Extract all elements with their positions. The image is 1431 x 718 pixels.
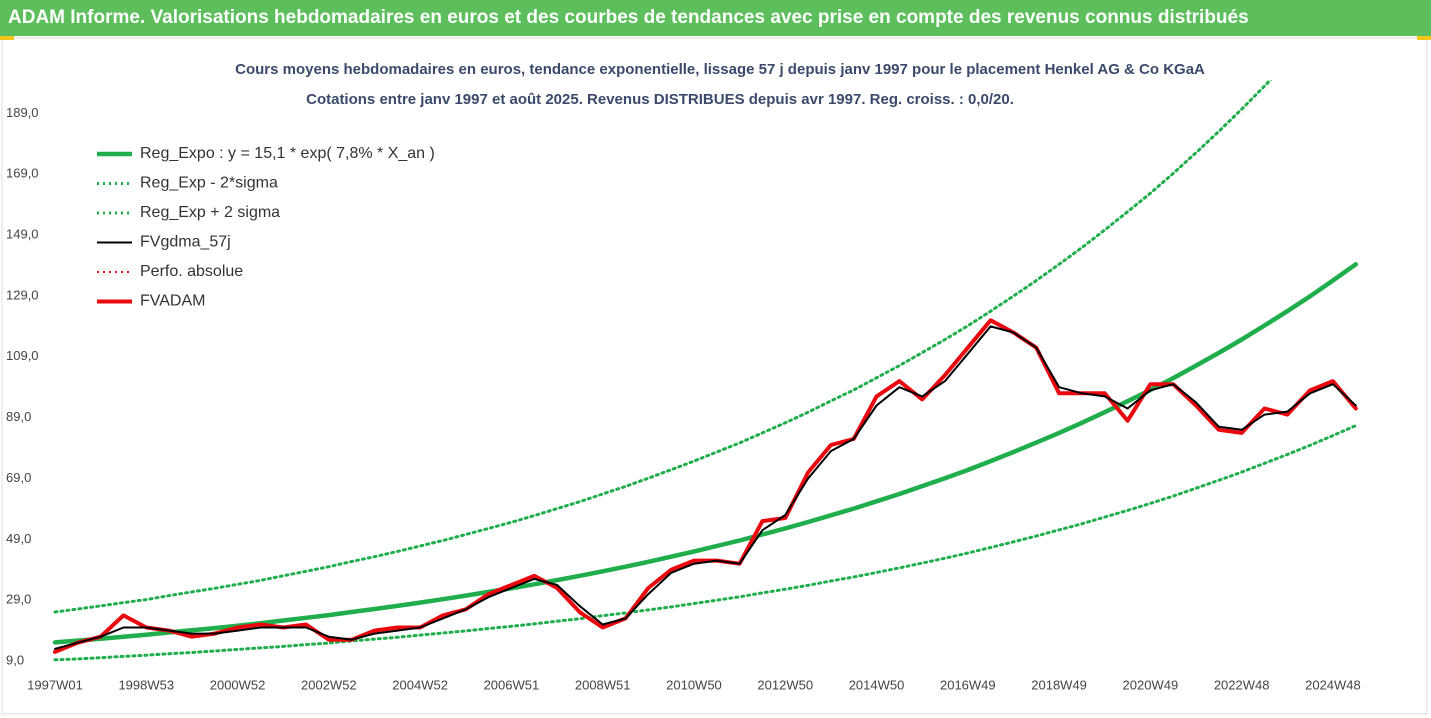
- series-line: [53, 318, 1358, 654]
- y-tick-label: 89,0: [6, 409, 31, 424]
- x-tick-label: 2008W51: [575, 677, 631, 692]
- x-tick-label: 2024W48: [1305, 677, 1361, 692]
- series-line: [52, 262, 1359, 645]
- x-tick-label: 2010W50: [666, 677, 722, 692]
- y-tick-label: 149,0: [6, 227, 39, 242]
- x-tick-label: 2002W52: [301, 677, 357, 692]
- x-tick-label: 2004W52: [392, 677, 448, 692]
- series-line: [54, 325, 1357, 650]
- x-tick-label: 2020W49: [1123, 677, 1179, 692]
- chart-title: Cours moyens hebdomadaires en euros, ten…: [235, 61, 1205, 78]
- legend-label: Reg_Exp - 2*sigma: [140, 175, 278, 192]
- x-tick-label: 2014W50: [849, 677, 905, 692]
- y-tick-label: 9,0: [6, 652, 24, 667]
- corner-mark: [1417, 36, 1431, 40]
- chart: Cours moyens hebdomadaires en euros, ten…: [0, 36, 1431, 715]
- x-tick-label: 2016W49: [940, 677, 996, 692]
- x-tick-label: 1998W53: [118, 677, 174, 692]
- header-title: ADAM Informe. Valorisations hebdomadaire…: [0, 0, 1431, 36]
- y-tick-label: 109,0: [6, 348, 39, 363]
- y-tick-label: 29,0: [6, 592, 31, 607]
- y-tick-label: 49,0: [6, 531, 31, 546]
- x-tick-label: 2000W52: [210, 677, 266, 692]
- y-tick-label: 129,0: [6, 287, 39, 302]
- x-tick-label: 1997W01: [27, 677, 83, 692]
- chart-subtitle: Cotations entre janv 1997 et août 2025. …: [306, 91, 1014, 108]
- x-tick-label: 2012W50: [757, 677, 813, 692]
- series-line: [53, 424, 1358, 662]
- corner-mark: [0, 36, 14, 40]
- legend-label: Perfo. absolue: [140, 263, 243, 280]
- y-tick-label: 169,0: [6, 166, 39, 181]
- y-tick-label: 69,0: [6, 470, 31, 485]
- x-tick-label: 2022W48: [1214, 677, 1270, 692]
- plot-area: [52, 80, 1359, 662]
- legend-label: Reg_Exp + 2 sigma: [140, 204, 280, 221]
- x-tick-label: 2006W51: [484, 677, 540, 692]
- legend-label: Reg_Expo : y = 15,1 * exp( 7,8% * X_an ): [140, 145, 435, 162]
- series-line: [53, 80, 1273, 614]
- legend-label: FVgdma_57j: [140, 234, 231, 251]
- chart-frame: [1, 37, 1428, 715]
- legend-label: FVADAM: [140, 293, 205, 310]
- x-tick-label: 2018W49: [1031, 677, 1087, 692]
- y-tick-label: 189,0: [6, 105, 39, 120]
